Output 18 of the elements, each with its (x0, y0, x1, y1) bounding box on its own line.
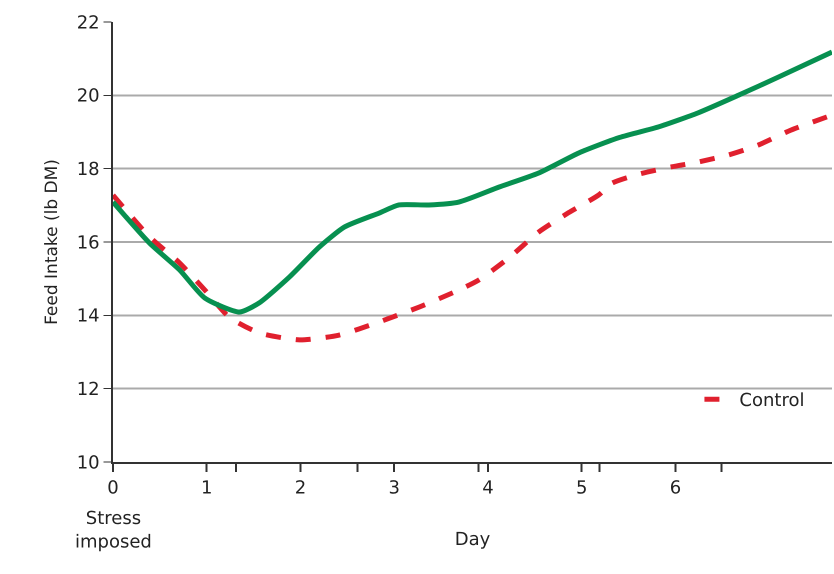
text: Stress imposed (75, 508, 152, 552)
y-tick-label: 12 (76, 378, 100, 400)
x-tick-label: 0 (107, 477, 119, 498)
y-axis-title: Feed Intake (lb DM) (42, 159, 62, 325)
x-tick-label: 1 (201, 477, 212, 498)
y-tick-label: 18 (76, 158, 100, 180)
x-tick-label: 6 (670, 477, 682, 498)
y-tick-label: 22 (76, 12, 100, 34)
y-tick-label: 20 (76, 86, 100, 107)
x-tick-label: 5 (576, 477, 588, 498)
y-tick-label: 10 (76, 452, 100, 474)
y-tick-label: 14 (76, 306, 100, 327)
x-axis-title: Day (454, 528, 491, 550)
x-tick-label: 4 (482, 477, 494, 498)
y-tick-label: 16 (76, 232, 100, 254)
legend-label: Control (739, 390, 805, 412)
x-tick-label: 2 (294, 477, 306, 498)
x-tick-label: 3 (388, 477, 400, 498)
